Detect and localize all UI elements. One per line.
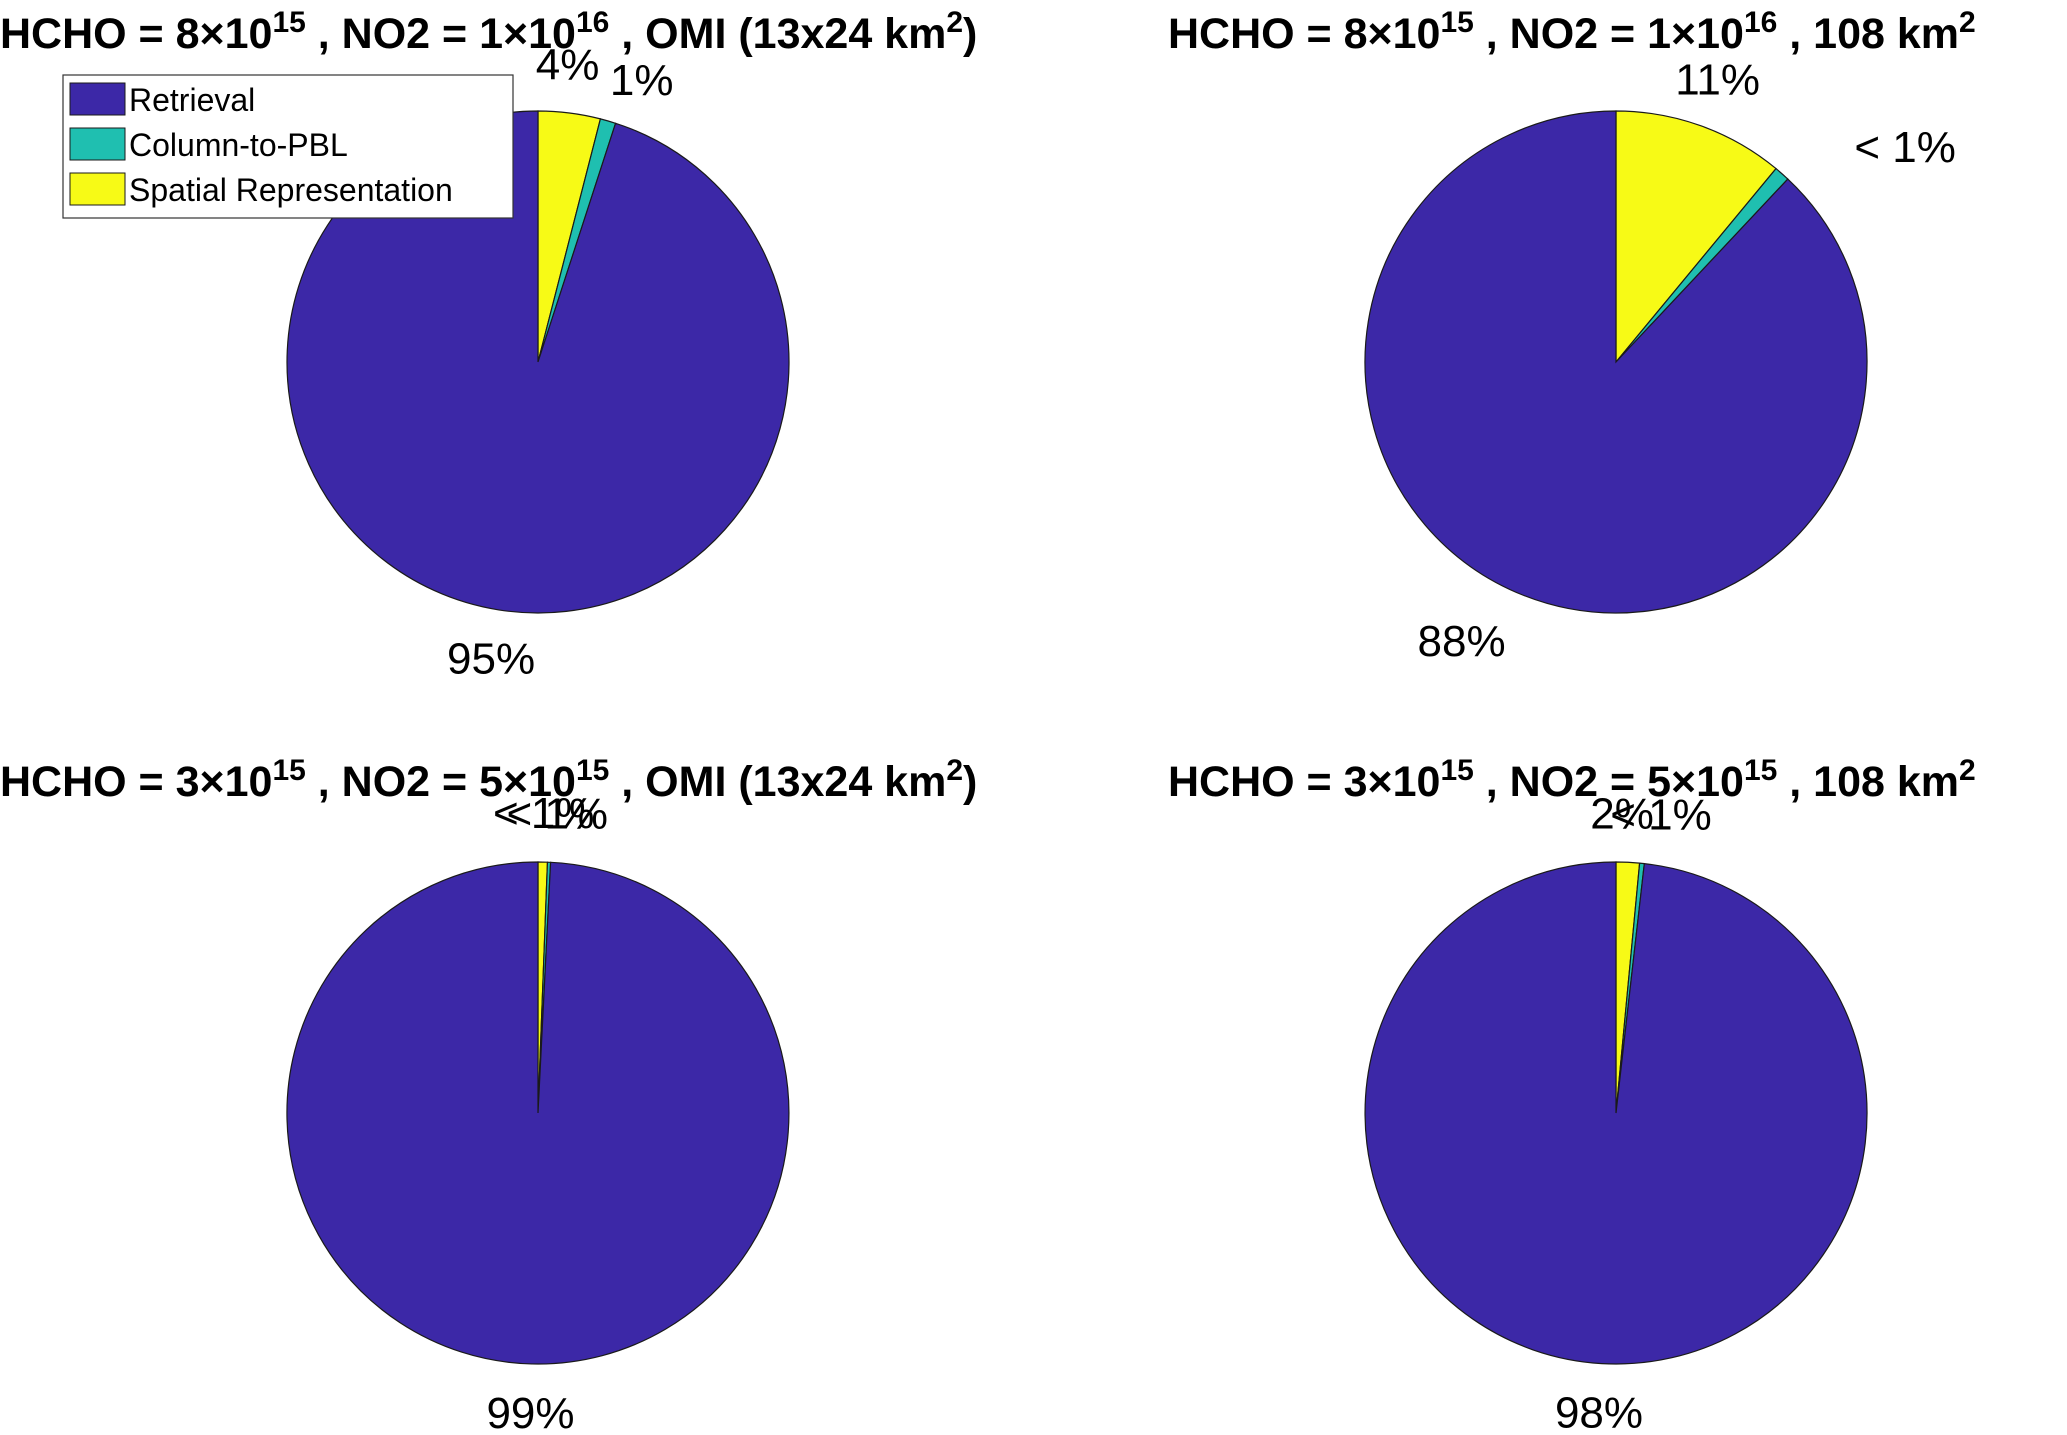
slice-label: 88%: [1418, 617, 1506, 666]
legend-box: [62, 74, 514, 219]
slice-label: 1%: [610, 56, 674, 105]
slice-label: 95%: [447, 634, 535, 683]
legend-swatch-spatial-representation: [69, 172, 126, 206]
pie-panel: HCHO = 3×1015 , NO2 = 5×1015 , 108 km22%…: [1168, 754, 1976, 1435]
slice-label: 98%: [1555, 1389, 1643, 1435]
panel-title: HCHO = 8×1015 , NO2 = 1×1016 , OMI (13x2…: [0, 6, 977, 58]
panel-title: HCHO = 3×1015 , NO2 = 5×1015 , OMI (13x2…: [0, 754, 977, 806]
pie-slice-retrieval: [286, 861, 790, 1365]
pie-slice-retrieval: [1364, 861, 1868, 1365]
slice-label: 99%: [486, 1389, 574, 1435]
slice-label: 11%: [1675, 56, 1760, 105]
pie-slice-spatial-representation: [1615, 110, 1777, 364]
legend-label-retrieval: Retrieval: [129, 82, 255, 118]
slice-label: < 1%: [1610, 791, 1712, 840]
panel-title: HCHO = 3×1015 , NO2 = 5×1015 , 108 km2: [1168, 754, 1976, 806]
legend-label-column-to-pbl: Column-to-PBL: [129, 127, 348, 163]
slice-label: 2%: [1590, 789, 1654, 838]
pie-panel: HCHO = 3×1015 , NO2 = 5×1015 , OMI (13x2…: [0, 754, 977, 1435]
pie-panel: HCHO = 8×1015 , NO2 = 1×1016 , OMI (13x2…: [0, 6, 977, 683]
slice-label: < 1%: [506, 789, 608, 838]
slice-label: < 1%: [493, 789, 595, 838]
legend-label-spatial-representation: Spatial Representation: [129, 172, 453, 208]
pie-slice-retrieval: [1364, 110, 1868, 614]
legend-swatch-retrieval: [69, 82, 126, 116]
legend: Retrieval Column-to-PBL Spatial Representa…: [62, 74, 514, 219]
slice-label: 4%: [536, 40, 600, 89]
slice-label: < 1%: [1854, 123, 1956, 172]
legend-swatch-column-to-pbl: [69, 127, 126, 161]
pie-panel: HCHO = 8×1015 , NO2 = 1×1016 , 108 km211…: [1168, 6, 1976, 666]
panel-title: HCHO = 8×1015 , NO2 = 1×1016 , 108 km2: [1168, 6, 1976, 58]
chart-panels: HCHO = 8×1015 , NO2 = 1×1016 , OMI (13x2…: [0, 6, 1976, 1435]
